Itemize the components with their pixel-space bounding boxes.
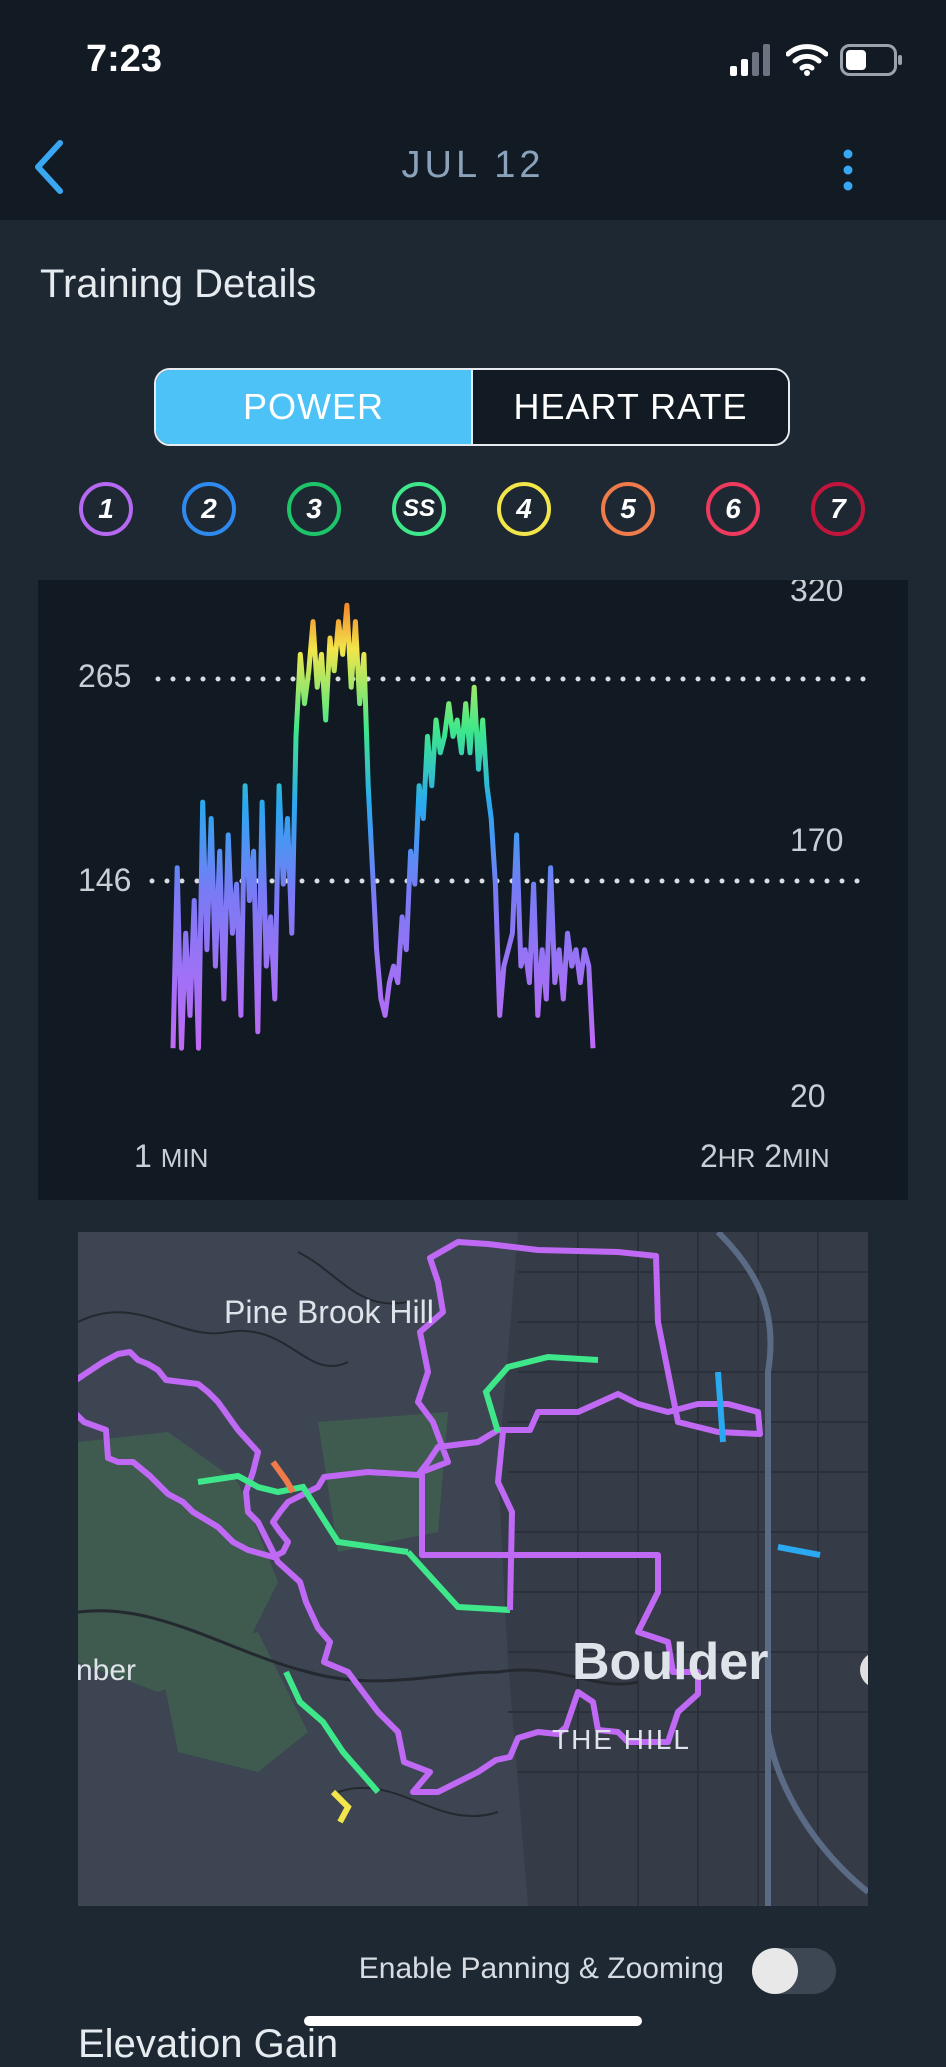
y-right-label-mid: 170 [790, 822, 844, 858]
section-title: Training Details [40, 262, 317, 306]
route-zone-segment [482, 1353, 599, 1433]
zone-3-badge: 3 [287, 482, 341, 536]
page-title: JUL 12 [401, 144, 545, 186]
route-zone-segment [494, 1431, 516, 1611]
map-park-area [78, 1432, 278, 1692]
map-trail [78, 1311, 349, 1368]
zone-7-badge: 7 [811, 482, 865, 536]
tab-heart-rate[interactable]: HEART RATE [471, 370, 788, 444]
map-park-area [318, 1412, 448, 1552]
battery-icon [840, 44, 902, 76]
map-highway [715, 1232, 774, 1906]
map-label-pine-brook: Pine Brook Hill [224, 1294, 434, 1330]
y-right-label-bottom: 20 [790, 1078, 826, 1114]
map-highway [765, 1731, 868, 1895]
zone-6-badge: 6 [706, 482, 760, 536]
home-indicator[interactable] [304, 2016, 642, 2026]
pan-zoom-toggle[interactable] [752, 1948, 836, 1994]
zone-ss-badge: SS [392, 482, 446, 536]
x-axis-end-label: 2HR 2MIN [700, 1138, 830, 1174]
pan-zoom-row: Enable Panning & Zooming [0, 1944, 946, 2004]
map-trail [337, 1786, 499, 1818]
wifi-icon [786, 44, 828, 76]
y-left-label-265: 265 [78, 658, 132, 694]
route-path [78, 1239, 763, 1795]
route-zone-segment [715, 1371, 726, 1443]
zone-legend: 1 2 3 SS 4 5 6 7 [0, 482, 946, 548]
map-city-grid [498, 1232, 868, 1906]
power-series-line [170, 602, 596, 1051]
zone-1-badge: 1 [79, 482, 133, 536]
status-bar [0, 0, 946, 120]
route-zone-segment [283, 1670, 381, 1794]
map-trail [297, 1251, 409, 1305]
power-chart-card: 265 146 320 170 20 [38, 580, 908, 1200]
elevation-gain-title: Elevation Gain [78, 2022, 339, 2066]
back-chevron-icon[interactable] [30, 137, 70, 197]
cellular-signal-icon [730, 44, 770, 76]
y-right-label-top: 320 [790, 580, 844, 608]
pan-zoom-label: Enable Panning & Zooming [358, 1952, 724, 1985]
zone-2-badge: 2 [182, 482, 236, 536]
tab-power[interactable]: POWER [156, 370, 471, 444]
route-map[interactable]: Pine Brook Hill Boulder THE HILL nber [78, 1232, 868, 1906]
route-zone-segment [405, 1549, 511, 1613]
map-label-the-hill: THE HILL [552, 1724, 691, 1755]
map-label-boulder: Boulder [572, 1633, 769, 1691]
map-label-edge: nber [78, 1654, 137, 1687]
map-park-area [158, 1632, 308, 1772]
status-time: 7:23 [86, 38, 163, 80]
nav-bar [0, 120, 946, 220]
map-canvas [78, 1232, 868, 1906]
more-options-icon[interactable] [836, 146, 860, 194]
route-zone-segment [197, 1472, 409, 1555]
metric-segmented-control[interactable]: POWER HEART RATE [154, 368, 790, 446]
map-location-marker [860, 1655, 868, 1685]
zone-4-badge: 4 [497, 482, 551, 536]
route-zone-segment [270, 1460, 296, 1494]
route-zone-segment [330, 1789, 352, 1824]
map-river [78, 1609, 639, 1686]
toggle-knob [752, 1948, 798, 1994]
x-axis-start-label: 1 MIN [134, 1138, 209, 1174]
zone-5-badge: 5 [601, 482, 655, 536]
route-zone-segment [777, 1544, 821, 1558]
map-streets [508, 1232, 868, 1906]
power-chart [149, 602, 871, 1051]
y-left-label-146: 146 [78, 862, 132, 898]
